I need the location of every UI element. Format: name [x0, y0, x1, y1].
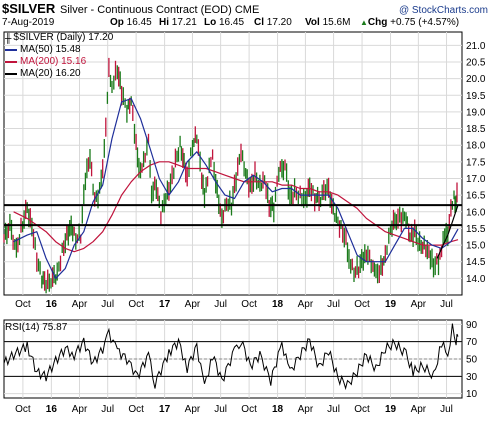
- price-y-tick-label: 17.0: [466, 174, 486, 185]
- rsi-x-tick-label: Oct: [15, 404, 31, 415]
- legend-rsi: RSI(14) 75.87: [5, 322, 68, 333]
- ma20-line: [436, 204, 459, 259]
- quote-open: Op 16.45: [110, 17, 152, 28]
- price-x-tick-label: Jul: [440, 299, 453, 310]
- quote-high: Hi 17.21: [159, 17, 197, 28]
- legend-ma50: MA(50) 15.48: [5, 44, 81, 55]
- ma200-line: [13, 161, 459, 253]
- chart-symbol: $SILVER: [2, 1, 56, 16]
- rsi-x-tick-label: Jul: [101, 404, 114, 415]
- up-arrow-icon: ▲: [360, 18, 368, 27]
- price-y-tick-label: 21.0: [466, 41, 486, 52]
- ma50-line: [13, 97, 459, 279]
- price-x-tick-label: 17: [159, 299, 171, 310]
- rsi-y-tick-label: 90: [466, 320, 478, 331]
- legend-ma20: MA(20) 16.20: [5, 68, 81, 79]
- price-x-tick-label: Oct: [354, 299, 370, 310]
- rsi-x-tick-label: Oct: [128, 404, 144, 415]
- rsi-line: [3, 323, 459, 391]
- legend-price: ╫ $SILVER (Daily) 17.20: [5, 32, 114, 43]
- line-swatch-icon: [5, 48, 17, 51]
- price-x-tick-label: Oct: [241, 299, 257, 310]
- price-y-tick-label: 19.5: [466, 91, 486, 102]
- rsi-x-tick-label: Apr: [185, 404, 201, 415]
- rsi-x-tick-label: Jul: [440, 404, 453, 415]
- rsi-x-tick-label: Apr: [411, 404, 427, 415]
- rsi-x-tick-label: 16: [46, 404, 58, 415]
- chart-description: Silver - Continuous Contract (EOD) CME: [60, 4, 260, 16]
- price-y-tick-label: 16.0: [466, 207, 486, 218]
- line-swatch-icon: [5, 60, 17, 63]
- rsi-x-tick-label: Apr: [72, 404, 88, 415]
- price-y-tick-label: 14.0: [466, 274, 486, 285]
- price-x-tick-label: 16: [46, 299, 58, 310]
- price-y-tick-label: 15.5: [466, 224, 486, 235]
- price-y-tick-label: 18.0: [466, 141, 486, 152]
- price-x-tick-label: Oct: [128, 299, 144, 310]
- price-y-tick-label: 18.5: [466, 124, 486, 135]
- quote-low: Lo 16.45: [204, 17, 245, 28]
- price-y-tick-label: 15.0: [466, 241, 486, 252]
- price-x-tick-label: 18: [272, 299, 284, 310]
- rsi-x-tick-label: Oct: [241, 404, 257, 415]
- price-x-tick-label: Apr: [411, 299, 427, 310]
- price-x-tick-label: Apr: [72, 299, 88, 310]
- price-y-tick-label: 20.0: [466, 74, 486, 85]
- source-credit[interactable]: @ StockCharts.com: [398, 5, 488, 16]
- price-y-tick-label: 20.5: [466, 57, 486, 68]
- price-y-tick-label: 16.5: [466, 191, 486, 202]
- price-y-tick-label: 14.5: [466, 257, 486, 268]
- rsi-x-tick-label: Jul: [214, 404, 227, 415]
- rsi-x-tick-label: Jul: [327, 404, 340, 415]
- price-x-tick-label: Apr: [185, 299, 201, 310]
- price-x-tick-label: Jul: [214, 299, 227, 310]
- candle-icon: ╫: [5, 32, 12, 43]
- rsi-y-tick-label: 70: [466, 337, 478, 348]
- quote-close: Cl 17.20: [254, 17, 292, 28]
- price-y-tick-label: 17.5: [466, 157, 486, 168]
- price-x-tick-label: Oct: [15, 299, 31, 310]
- price-x-tick-label: 19: [385, 299, 397, 310]
- price-x-tick-label: Jul: [101, 299, 114, 310]
- rsi-x-tick-label: Apr: [298, 404, 314, 415]
- rsi-x-tick-label: 17: [159, 404, 171, 415]
- legend-ma200: MA(200) 15.16: [5, 56, 86, 67]
- quote-date: 7-Aug-2019: [2, 17, 55, 28]
- rsi-x-tick-label: 18: [272, 404, 284, 415]
- rsi-x-tick-label: Oct: [354, 404, 370, 415]
- price-y-tick-label: 19.0: [466, 107, 486, 118]
- rsi-y-tick-label: 50: [466, 355, 478, 366]
- rsi-y-tick-label: 10: [466, 389, 478, 400]
- line-swatch-icon: [5, 72, 17, 75]
- rsi-y-tick-label: 30: [466, 372, 478, 383]
- quote-change: ▲Chg +0.75 (+4.57%): [360, 17, 460, 28]
- quote-volume: Vol 15.6M: [305, 17, 351, 28]
- rsi-x-tick-label: 19: [385, 404, 397, 415]
- price-x-tick-label: Jul: [327, 299, 340, 310]
- price-x-tick-label: Apr: [298, 299, 314, 310]
